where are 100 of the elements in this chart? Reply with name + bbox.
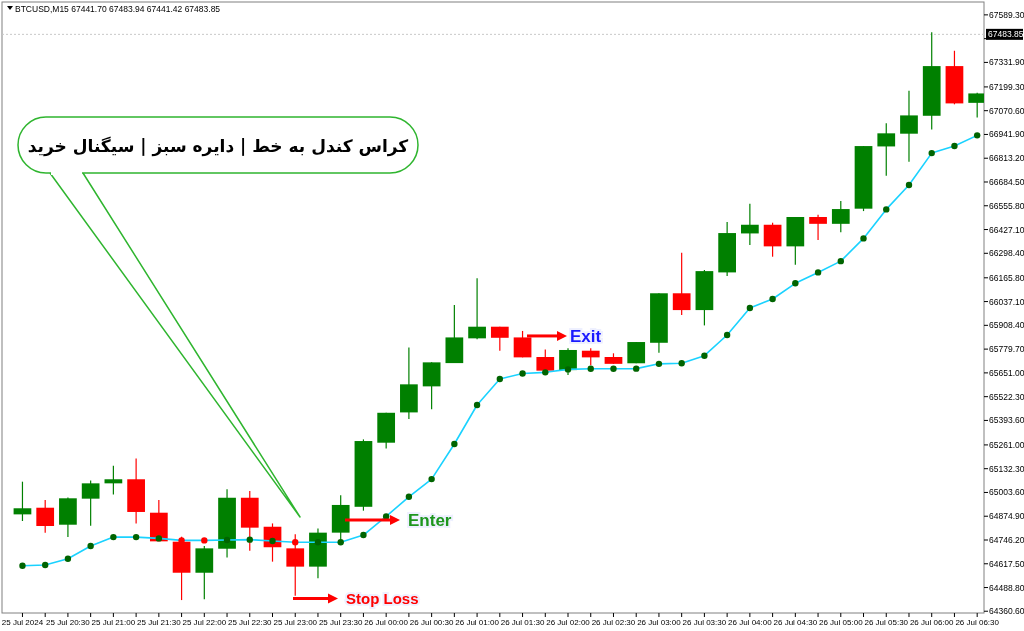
point xyxy=(41,561,49,569)
point xyxy=(132,533,140,541)
x-tick-label: 26 Jul 03:00 xyxy=(637,618,682,627)
y-tick-label: 66427.10 xyxy=(989,224,1024,235)
point xyxy=(837,257,844,265)
annotation: Stop Loss xyxy=(346,590,419,608)
candlestick xyxy=(286,533,305,597)
point xyxy=(587,365,594,373)
x-tick-label: 25 Jul 21:00 xyxy=(91,618,136,627)
candlestick xyxy=(490,326,509,352)
point xyxy=(337,539,344,546)
y-tick-label: 64360.60 xyxy=(989,606,1024,617)
y-tick-label: 66298.40 xyxy=(989,248,1024,259)
y-tick-label: 67199.30 xyxy=(989,81,1024,92)
point xyxy=(723,331,731,339)
y-tick-label: 66555.80 xyxy=(989,200,1024,211)
x-tick-label: 25 Jul 22:30 xyxy=(227,618,273,627)
x-tick-label: 25 Jul 21:30 xyxy=(137,618,182,627)
y-tick-label: 66037.10 xyxy=(989,296,1024,307)
x-tick-label: 26 Jul 04:00 xyxy=(728,618,773,627)
x-tick-label: 26 Jul 01:30 xyxy=(500,618,545,627)
x-tick-label: 26 Jul 03:30 xyxy=(682,618,727,627)
point xyxy=(496,375,504,383)
y-tick-label: 64488.80 xyxy=(989,582,1024,593)
point xyxy=(19,562,26,569)
y-tick-label: 65393.60 xyxy=(989,415,1024,426)
point xyxy=(292,539,299,546)
annotation: کراس کندل به خط | دایره سبز | سیگنال خرید xyxy=(27,136,409,157)
point xyxy=(610,365,617,373)
point xyxy=(564,366,572,373)
y-tick-label: 65003.60 xyxy=(989,487,1024,498)
point xyxy=(155,535,163,542)
y-tick-label: 67589.30 xyxy=(989,9,1024,20)
candlestick xyxy=(81,479,100,527)
candlestick xyxy=(831,200,850,233)
point xyxy=(87,542,94,550)
x-tick-label: 25 Jul 23:30 xyxy=(318,618,364,627)
point xyxy=(746,304,754,312)
x-tick-label: 26 Jul 04:30 xyxy=(773,618,818,627)
point xyxy=(860,235,867,242)
point xyxy=(223,536,231,544)
y-tick-label: 67331.90 xyxy=(989,57,1024,68)
candlestick xyxy=(672,252,691,316)
point xyxy=(64,555,72,562)
y-tick-label: 66684.50 xyxy=(989,176,1024,187)
y-tick-label: 64746.20 xyxy=(989,535,1024,546)
point xyxy=(973,132,981,139)
x-tick-label: 25 Jul 23:00 xyxy=(273,618,318,627)
candlestick xyxy=(13,481,32,522)
point xyxy=(405,493,413,501)
x-tick-label: 26 Jul 02:30 xyxy=(591,618,636,627)
point xyxy=(201,537,208,544)
y-tick-label: 66813.20 xyxy=(989,153,1024,164)
y-tick-label: 65651.00 xyxy=(989,367,1024,378)
point xyxy=(951,142,958,150)
point xyxy=(451,440,458,448)
point xyxy=(110,533,117,541)
point xyxy=(905,181,913,189)
point xyxy=(883,206,890,213)
y-tick-label: 65261.00 xyxy=(989,439,1024,450)
point xyxy=(382,513,390,520)
point xyxy=(701,352,708,359)
point xyxy=(678,360,685,367)
point xyxy=(519,370,526,377)
x-tick-label: 25 Jul 20:30 xyxy=(46,618,91,627)
x-tick-label: 26 Jul 05:00 xyxy=(818,618,864,627)
point xyxy=(314,539,322,546)
candlestick xyxy=(559,347,577,376)
y-tick-label: 65908.40 xyxy=(989,320,1024,331)
ref-line-label: 67483.85 xyxy=(988,29,1024,40)
point xyxy=(928,149,935,157)
chart-title: BTCUSD,M15 67441.70 67483.94 67441.42 67483.85 xyxy=(15,4,221,14)
x-tick-label: 26 Jul 02:00 xyxy=(546,618,591,627)
point xyxy=(246,536,253,543)
y-tick-label: 66165.80 xyxy=(989,272,1024,283)
point xyxy=(814,269,822,276)
x-tick-label: 26 Jul 06:00 xyxy=(909,618,955,627)
x-tick-label: 26 Jul 06:30 xyxy=(955,618,1000,627)
x-tick-label: 25 Jul 2024 xyxy=(1,618,44,627)
point xyxy=(428,475,435,483)
y-tick-label: 64617.50 xyxy=(989,558,1024,569)
annotation: Exit xyxy=(570,326,602,346)
annotation: Enter xyxy=(408,511,452,531)
x-tick-label: 26 Jul 00:00 xyxy=(364,618,409,627)
x-tick-label: 26 Jul 05:30 xyxy=(864,618,909,627)
point xyxy=(769,295,776,303)
y-tick-label: 67070.60 xyxy=(989,105,1024,116)
point xyxy=(633,365,640,372)
candlestick xyxy=(513,330,532,358)
y-tick-label: 65522.30 xyxy=(989,391,1024,402)
y-tick-label: 65779.70 xyxy=(989,344,1024,355)
y-tick-label: 64874.90 xyxy=(989,511,1024,522)
x-tick-label: 26 Jul 01:00 xyxy=(455,618,500,627)
point xyxy=(360,531,367,539)
x-tick-label: 26 Jul 00:30 xyxy=(409,618,454,627)
candlestick xyxy=(763,222,782,258)
candlestick xyxy=(104,465,123,496)
candlestick xyxy=(741,203,759,246)
x-tick-label: 25 Jul 22:00 xyxy=(182,618,227,627)
candlestick xyxy=(36,499,55,534)
